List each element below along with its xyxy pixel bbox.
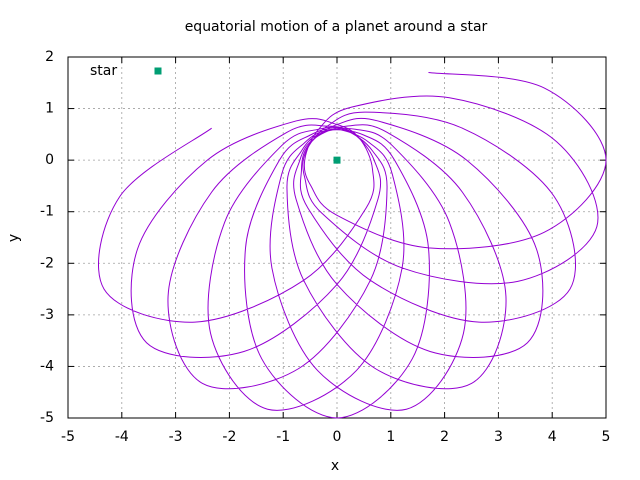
orbit-line (98, 71, 607, 419)
x-tick-label: 2 (440, 429, 449, 445)
y-tick-label: 2 (45, 49, 54, 65)
y-tick-label: -3 (40, 307, 54, 323)
y-tick-label: -2 (40, 255, 54, 271)
y-tick-label: 0 (45, 152, 54, 168)
x-tick-label: -5 (61, 429, 75, 445)
x-axis-label: x (331, 458, 339, 474)
x-tick-label: -4 (115, 429, 129, 445)
x-tick-label: -3 (169, 429, 183, 445)
chart-title: equatorial motion of a planet around a s… (185, 19, 488, 35)
y-tick-label: -5 (40, 410, 54, 426)
legend-label: star (90, 63, 117, 79)
y-tick-label: -1 (40, 204, 54, 220)
x-tick-label: 0 (333, 429, 342, 445)
legend-marker (154, 67, 162, 75)
y-tick-label: 1 (45, 101, 54, 117)
x-tick-label: -2 (222, 429, 236, 445)
x-tick-label: 5 (602, 429, 611, 445)
x-tick-label: 3 (494, 429, 503, 445)
y-tick-label: -4 (40, 358, 54, 374)
x-tick-label: -1 (276, 429, 290, 445)
y-axis-label: y (6, 234, 22, 242)
x-tick-label: 4 (548, 429, 557, 445)
star-point (333, 156, 341, 164)
x-tick-label: 1 (386, 429, 395, 445)
